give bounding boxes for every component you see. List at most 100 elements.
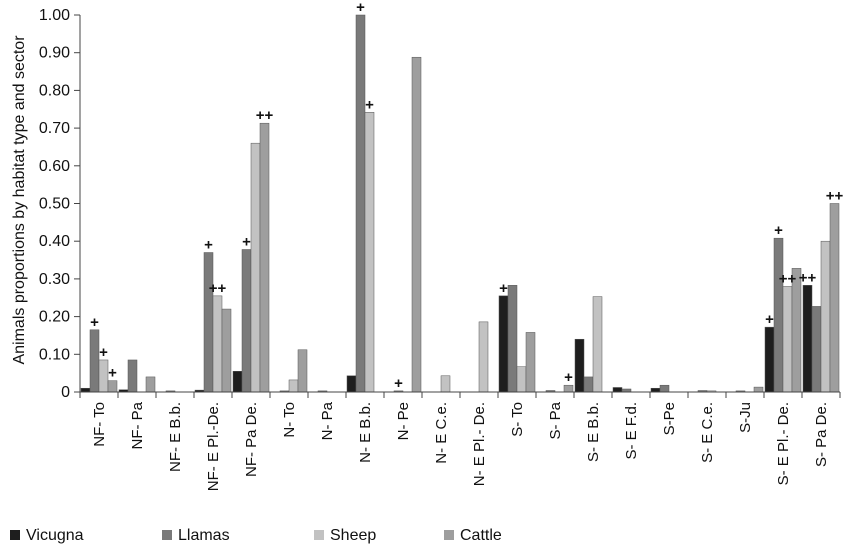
y-tick-label: 0.50 (39, 196, 70, 213)
y-axis-label: Animals proportions by habitat type and … (11, 35, 28, 365)
bar-llamas (127, 359, 138, 393)
significance-mark: + (394, 375, 403, 392)
y-tick-label: 0.60 (39, 158, 70, 175)
significance-mark: + (108, 365, 117, 382)
bar-llamas (659, 384, 670, 393)
legend-label-cattle: Cattle (460, 527, 502, 544)
bar-vicugna (802, 285, 813, 393)
significance-mark: ++ (256, 107, 274, 124)
legend-label-vicugna: Vicugna (26, 527, 84, 544)
significance-mark: + (774, 222, 783, 239)
bar-llamas (773, 237, 784, 393)
significance-mark: ++ (779, 270, 797, 287)
bar-sheep (98, 359, 109, 393)
x-tick-label: S- E B.b. (585, 402, 602, 462)
bar-cattle (107, 380, 118, 393)
significance-mark: + (90, 314, 99, 331)
bar-vicugna (346, 375, 357, 393)
bar-cattle (563, 384, 574, 393)
bar-llamas (811, 306, 822, 393)
y-tick-label: 0.30 (39, 271, 70, 288)
bar-vicugna (764, 326, 775, 393)
bar-llamas (507, 285, 518, 393)
bar-llamas (583, 376, 594, 393)
x-tick-label: NF- Pa De. (243, 402, 260, 477)
x-tick-label: N- E B.b. (357, 402, 374, 463)
x-tick-label: NF- E B.b. (167, 402, 184, 472)
y-tick-label: 0.90 (39, 45, 70, 62)
bar-llamas (203, 252, 214, 393)
x-tick-label: S- To (509, 402, 526, 437)
bar-cattle (221, 308, 232, 393)
y-axis-label-group: Animals proportions by habitat type and … (11, 35, 28, 365)
legend-swatch-sheep (314, 530, 324, 540)
bar-vicugna (232, 371, 243, 393)
y-tick-label: 0 (61, 384, 70, 401)
x-tick-label: S-Pe (661, 402, 678, 435)
significance-mark: + (99, 344, 108, 361)
bar-llamas (89, 329, 100, 393)
x-tick-label: N- Pe (395, 402, 412, 440)
x-tick-labels: NF- To NF- Pa NF- E B.b. NF- E Pl.-De. NF- P… (91, 401, 830, 491)
bar-sheep (592, 296, 603, 393)
y-tick-label: 1.00 (39, 7, 70, 24)
legend-label-llamas: Llamas (178, 527, 230, 544)
bar-cattle (525, 332, 536, 393)
x-tick-label: S- E Pl.- De. (775, 402, 792, 485)
bar-vicugna (498, 295, 509, 393)
bar-sheep (478, 321, 489, 393)
bar-cattle (297, 349, 308, 393)
x-tick-label: S-Ju (737, 402, 754, 433)
y-tick-label: 0.20 (39, 309, 70, 326)
bar-cattle (411, 56, 422, 393)
x-tick-label: S- E F.d. (623, 402, 640, 460)
x-tick-label: N- E Pl.- De. (471, 402, 488, 486)
bar-cattle (753, 386, 764, 393)
axes (79, 15, 840, 393)
bars (80, 14, 840, 393)
x-tick-label: NF- Pa (129, 401, 146, 449)
legend: Vicugna Llamas Sheep Cattle (10, 527, 502, 544)
bar-vicugna (650, 387, 661, 393)
x-tick-marks (79, 392, 841, 398)
x-tick-label: S- Pa De. (813, 402, 830, 467)
significance-mark: + (765, 311, 774, 328)
y-tick-label: 0.40 (39, 233, 70, 250)
significance-mark: + (365, 96, 374, 113)
legend-swatch-vicugna (10, 530, 20, 540)
x-tick-label: N- To (281, 402, 298, 438)
y-tick-labels: 0 0.10 0.20 0.30 0.40 0.50 0.60 0.70 0.80 0.90 1.0… (39, 7, 80, 401)
bar-llamas (241, 249, 252, 393)
bar-llamas (355, 14, 366, 393)
x-tick-label: NF- E Pl.-De. (205, 402, 222, 491)
bar-sheep (820, 240, 831, 393)
y-tick-label: 0.80 (39, 82, 70, 99)
significance-mark: ++ (209, 280, 227, 297)
x-tick-label: S- Pa (547, 401, 564, 439)
bar-sheep (250, 142, 261, 393)
significance-mark: + (204, 237, 213, 254)
x-tick-label: N- Pa (319, 401, 336, 440)
bar-sheep (440, 375, 451, 393)
bar-cattle (259, 122, 270, 393)
bar-sheep (212, 295, 223, 393)
legend-swatch-cattle (444, 530, 454, 540)
bar-vicugna (574, 338, 585, 393)
significance-mark: + (356, 0, 365, 16)
bar-sheep (288, 379, 299, 393)
significance-mark: + (242, 233, 251, 250)
bar-vicugna (80, 387, 91, 393)
significance-mark: ++ (826, 188, 844, 205)
significance-mark: + (564, 369, 573, 386)
significance-mark: + (499, 280, 508, 297)
x-tick-label: S- E C.e. (699, 402, 716, 463)
x-tick-label: N- E C.e. (433, 402, 450, 464)
bar-sheep (782, 286, 793, 393)
bar-cattle (829, 203, 840, 393)
legend-label-sheep: Sheep (330, 527, 376, 544)
legend-swatch-llamas (162, 530, 172, 540)
x-tick-label: NF- To (91, 402, 108, 447)
y-tick-label: 0.70 (39, 120, 70, 137)
significance-marks: ++++++++++++++++++ ++++ (90, 0, 843, 392)
